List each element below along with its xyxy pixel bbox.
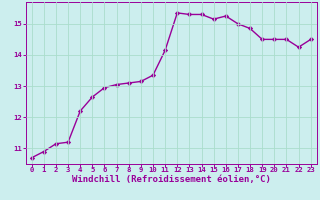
X-axis label: Windchill (Refroidissement éolien,°C): Windchill (Refroidissement éolien,°C) [72, 175, 271, 184]
